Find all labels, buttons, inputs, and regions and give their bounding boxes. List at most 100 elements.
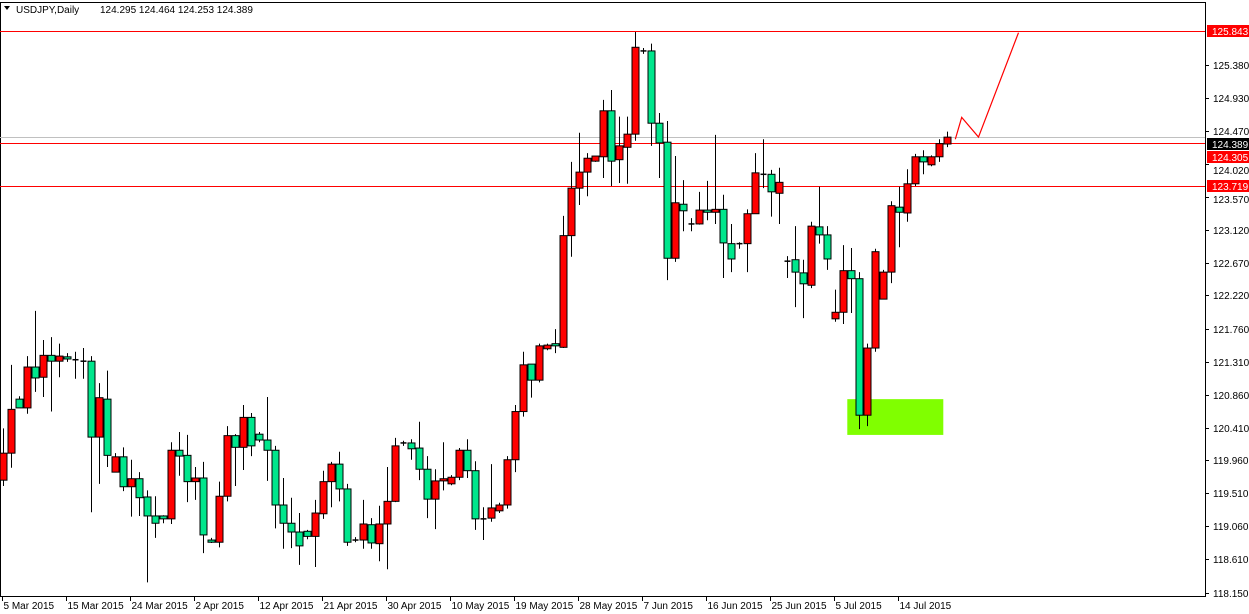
- candle-body: [127, 478, 136, 488]
- candle: [511, 404, 520, 473]
- candle: [383, 467, 392, 570]
- candle: [623, 116, 632, 184]
- candle-body: [383, 500, 392, 525]
- candle: [559, 215, 568, 349]
- candle: [503, 456, 512, 509]
- candle-body: [295, 531, 304, 547]
- candle: [471, 461, 480, 530]
- candle-body: [551, 343, 560, 347]
- candle-body: [255, 433, 264, 441]
- triangle-down-icon[interactable]: [4, 6, 10, 10]
- candle-body: [871, 251, 880, 349]
- candle-body: [471, 470, 480, 520]
- candle-body: [119, 456, 128, 488]
- y-tick-label: 123.570: [1213, 195, 1249, 206]
- candle: [727, 223, 736, 273]
- candle: [847, 248, 856, 314]
- candle: [127, 459, 136, 517]
- candles: [0, 31, 952, 583]
- candle-body: [919, 156, 928, 163]
- candle: [39, 340, 48, 397]
- candle: [767, 169, 776, 217]
- candle-body: [23, 366, 32, 409]
- candle-body: [31, 366, 40, 379]
- y-tick-label: 119.060: [1213, 522, 1249, 533]
- candle: [879, 269, 888, 300]
- candle-body: [135, 478, 144, 499]
- candle-body: [7, 408, 16, 454]
- candle: [95, 383, 104, 484]
- x-tick-label: 5 Jul 2015: [836, 601, 883, 612]
- candle: [671, 156, 680, 262]
- candle: [791, 226, 800, 308]
- candle-body: [647, 50, 656, 124]
- candle-body: [447, 476, 456, 485]
- candle: [647, 43, 656, 146]
- candle-body: [87, 360, 96, 438]
- candle-body: [55, 355, 64, 362]
- x-tick-label: 24 Mar 2015: [132, 601, 189, 612]
- candle: [663, 121, 672, 281]
- candle: [375, 505, 384, 562]
- candle: [831, 289, 840, 322]
- candle-body: [143, 496, 152, 517]
- candle-body: [703, 209, 712, 213]
- y-tick-label: 119.510: [1213, 489, 1249, 500]
- candle-body: [47, 354, 56, 362]
- x-tick-label: 19 May 2015: [516, 601, 574, 612]
- candle-body: [191, 477, 200, 483]
- candle: [439, 442, 448, 491]
- candle-body: [495, 504, 504, 512]
- candle-body: [199, 477, 208, 536]
- candle: [167, 442, 176, 524]
- candle-body: [95, 397, 104, 438]
- candle: [823, 226, 832, 270]
- candle: [191, 467, 200, 500]
- candle: [303, 529, 312, 540]
- candle-body: [39, 354, 48, 378]
- candle: [543, 343, 552, 351]
- candle: [391, 437, 400, 503]
- candle: [279, 477, 288, 549]
- candle: [72, 351, 79, 379]
- candle-body: [791, 259, 800, 273]
- candle: [335, 451, 344, 502]
- candle: [567, 161, 576, 257]
- candle: [255, 431, 264, 443]
- candle-body: [743, 213, 752, 245]
- candle-body: [15, 398, 24, 409]
- y-tick-label: 124.470: [1213, 127, 1249, 138]
- candle-body: [175, 449, 184, 457]
- candle: [175, 431, 184, 476]
- candle-body: [823, 234, 832, 260]
- candle-body: [711, 208, 720, 213]
- candle-body: [335, 463, 344, 490]
- candle: [784, 256, 791, 278]
- candle-body: [0, 452, 8, 481]
- candle-body: [223, 435, 232, 497]
- candle: [495, 502, 504, 514]
- candle: [447, 475, 456, 486]
- candle: [215, 481, 224, 548]
- candle-body: [863, 347, 872, 416]
- price-label: 124.389: [1212, 140, 1249, 151]
- candle-body: [623, 133, 632, 148]
- price-label-box: [1207, 138, 1249, 150]
- candle: [63, 353, 72, 362]
- candle-body: [591, 155, 600, 162]
- candle: [151, 496, 160, 538]
- y-tick-label: 121.310: [1213, 358, 1249, 369]
- candle-body: [327, 463, 336, 483]
- candle-body: [247, 416, 256, 447]
- candle: [7, 364, 16, 468]
- candle-body: [567, 187, 576, 237]
- candle: [239, 404, 248, 470]
- candle-body: [679, 203, 688, 212]
- candle: [487, 464, 496, 522]
- candle: [575, 132, 584, 205]
- candle-body: [455, 449, 464, 478]
- y-tick-label: 121.760: [1213, 325, 1249, 336]
- candle-body: [839, 270, 848, 313]
- ohlc-readout: 124.295 124.464 124.253 124.389: [100, 5, 253, 16]
